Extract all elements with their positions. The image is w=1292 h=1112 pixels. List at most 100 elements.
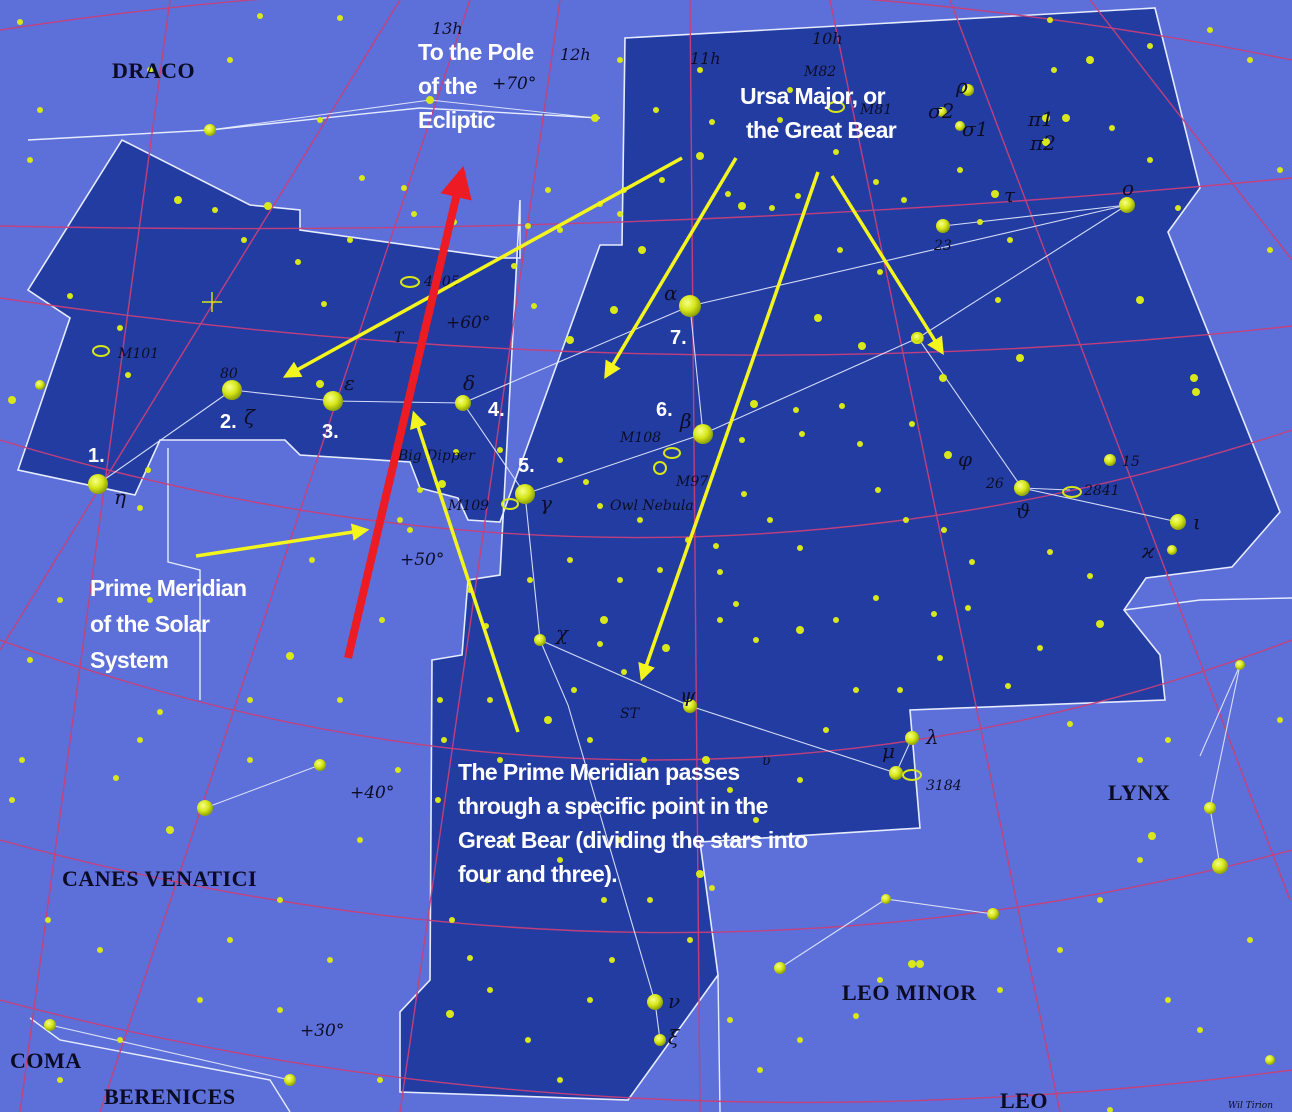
m81-galaxy (827, 101, 845, 113)
star (916, 960, 924, 968)
star (647, 897, 653, 903)
ngc2841-galaxy (1062, 486, 1082, 498)
star (797, 1037, 803, 1043)
m97-owl-nebula (653, 461, 667, 475)
label-dec-70: +70° (492, 74, 536, 94)
label-psi: ψ (680, 683, 696, 707)
star (1107, 1107, 1113, 1112)
star (903, 517, 909, 523)
annotation-ursa-line1: Ursa Major, or (740, 83, 886, 109)
label-rho: ρ (955, 74, 968, 98)
star (1051, 67, 1057, 73)
star (717, 569, 723, 575)
label-80: 80 (220, 366, 238, 382)
star (395, 767, 401, 773)
star (487, 697, 493, 703)
star (571, 687, 577, 693)
star (857, 441, 863, 447)
star (1005, 683, 1011, 689)
star (545, 187, 551, 193)
star (157, 709, 163, 715)
label-upsilon: υ (762, 753, 771, 769)
label-chi: χ (554, 621, 570, 645)
star-number-3: 3. (322, 421, 339, 443)
label-ngc3184: 3184 (926, 778, 962, 794)
star (796, 626, 804, 634)
arrow-meridian-label (195, 523, 370, 558)
star (1165, 737, 1171, 743)
star (435, 797, 441, 803)
label-m82: M82 (803, 64, 836, 80)
star (657, 567, 663, 573)
star (908, 960, 916, 968)
star (769, 205, 775, 211)
star (284, 1074, 296, 1086)
star (1137, 857, 1143, 863)
label-draco: DRACO (112, 58, 195, 83)
label-theta: ϑ (1016, 499, 1030, 523)
star (166, 826, 174, 834)
star (19, 757, 25, 763)
star (774, 962, 786, 974)
label-dec-30: +30° (300, 1021, 344, 1041)
star (1062, 114, 1070, 122)
star (9, 797, 15, 803)
star (905, 731, 919, 745)
star (702, 756, 710, 764)
star (753, 637, 759, 643)
star (617, 837, 623, 843)
star (787, 87, 793, 93)
label-zeta: ζ (244, 405, 256, 429)
label-m101: M101 (117, 346, 159, 362)
star (1119, 197, 1135, 213)
chart-credit: Wil Tirion (1228, 1101, 1273, 1111)
star (487, 987, 493, 993)
annotation-passes: The Prime Meridian passes through a spec… (458, 759, 813, 887)
star (321, 301, 327, 307)
star (241, 237, 247, 243)
star (717, 617, 723, 623)
star (987, 908, 999, 920)
star (1104, 454, 1116, 466)
star (497, 447, 503, 453)
constellation-lines (49, 99, 1241, 1081)
label-10h: 10h (812, 29, 843, 48)
star (757, 1067, 763, 1073)
star (1207, 27, 1213, 33)
star (377, 1077, 383, 1083)
star (277, 1007, 283, 1013)
star (839, 403, 845, 409)
star (638, 246, 646, 254)
star (1267, 247, 1273, 253)
label-owl-nebula: Owl Nebula (610, 498, 694, 514)
star (35, 380, 45, 390)
star (97, 947, 103, 953)
star (515, 484, 535, 504)
star-number-2: 2. (220, 411, 237, 433)
label-coma: COMA (10, 1048, 82, 1073)
label-gamma: γ (540, 491, 552, 515)
m109-galaxy (501, 498, 519, 510)
star (455, 395, 471, 411)
star (337, 697, 343, 703)
label-dec-50: +50° (400, 550, 444, 570)
label-kappa: ϰ (1141, 539, 1155, 563)
label-11h: 11h (690, 49, 721, 68)
annotation-passes-line3: Great Bear (dividing the stars into (458, 827, 808, 853)
label-pi2: π2 (1029, 131, 1056, 155)
star (797, 545, 803, 551)
star (597, 641, 603, 647)
star (777, 117, 783, 123)
label-nu: ν (668, 989, 680, 1013)
star (617, 577, 623, 583)
star (610, 306, 618, 314)
star (653, 107, 659, 113)
label-13h: 13h (432, 19, 463, 38)
annotation-pole: To the Pole of the Ecliptic (418, 39, 539, 133)
star (696, 870, 704, 878)
star (1247, 937, 1253, 943)
star (941, 527, 947, 533)
label-pi1: π1 (1027, 107, 1054, 131)
star (113, 775, 119, 781)
